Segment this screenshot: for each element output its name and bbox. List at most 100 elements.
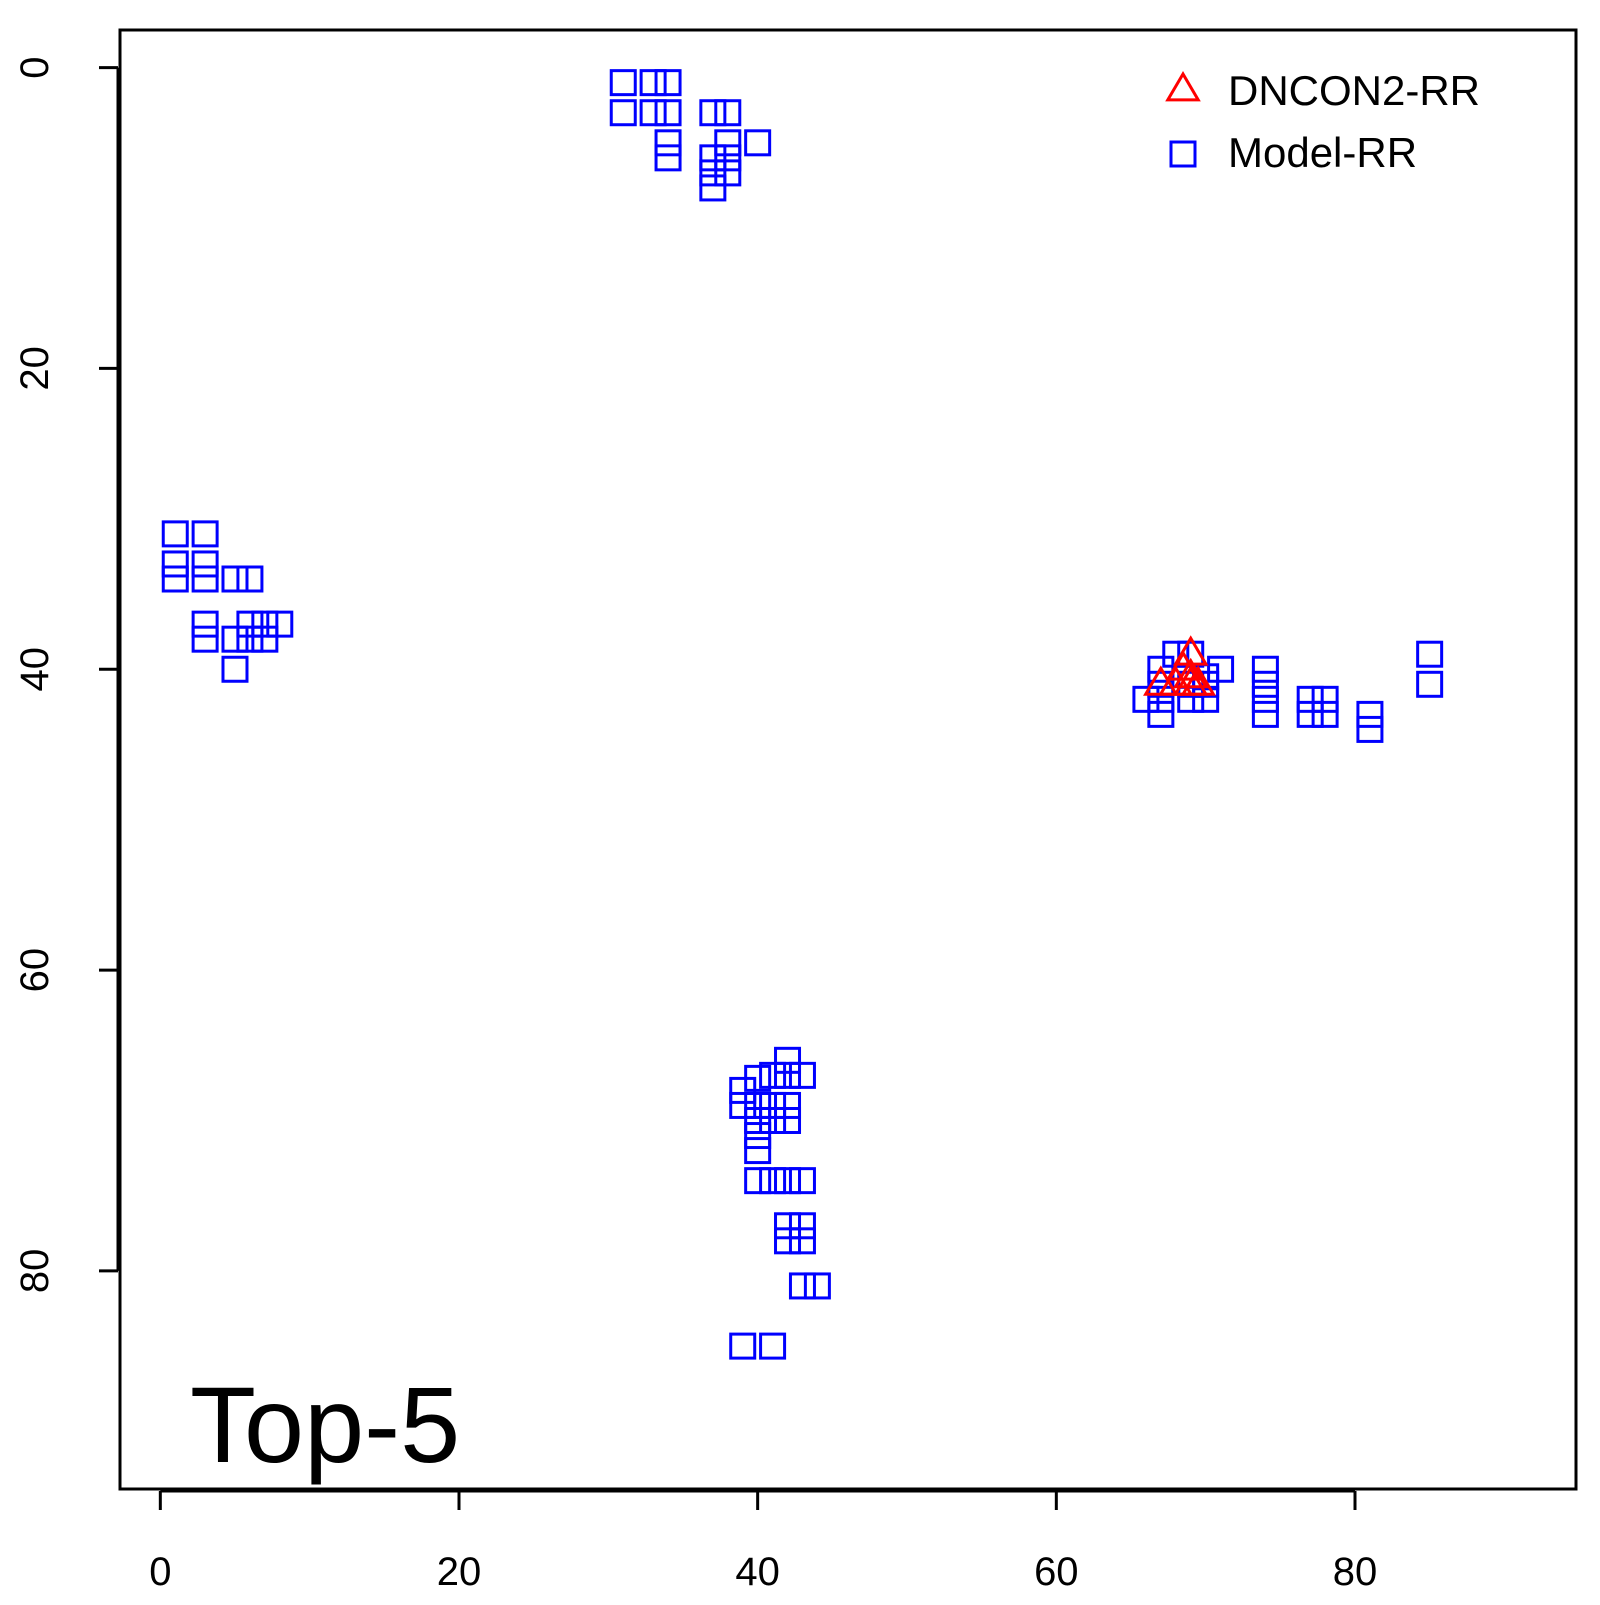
square-point [788, 1212, 816, 1240]
square-point [744, 1167, 772, 1195]
square-point [759, 1091, 787, 1119]
square-point [744, 1091, 772, 1119]
square-point [729, 1076, 757, 1104]
square-point [236, 610, 264, 638]
square-point [1296, 700, 1324, 728]
square-point [759, 1332, 787, 1360]
x-tick-label: 20 [437, 1550, 482, 1594]
square-point [759, 1061, 787, 1089]
series-dncon2-rr [1143, 635, 1217, 696]
square-point [236, 625, 264, 653]
square-point [1207, 655, 1235, 683]
square-point [714, 144, 742, 172]
square-point [221, 565, 249, 593]
square-point [1416, 670, 1444, 698]
y-tick-label: 0 [13, 56, 57, 78]
square-point [774, 1061, 802, 1089]
legend-item: Model-RR [1169, 129, 1417, 176]
square-point [744, 129, 772, 157]
square-point [803, 1272, 831, 1300]
square-point [161, 565, 189, 593]
x-axis: 0 20 40 60 80 [149, 1489, 1378, 1594]
square-point [729, 1332, 757, 1360]
square-point [774, 1106, 802, 1134]
square-point [1251, 700, 1279, 728]
square-point [774, 1227, 802, 1255]
square-point [654, 129, 682, 157]
square-point [699, 99, 727, 127]
square-point [266, 610, 294, 638]
square-point [774, 1046, 802, 1074]
x-tick-label: 60 [1034, 1550, 1079, 1594]
square-point [744, 1137, 772, 1165]
square-point [788, 1061, 816, 1089]
square-point [654, 69, 682, 97]
triangle-point [1172, 635, 1209, 666]
square-point [714, 129, 742, 157]
square-point [191, 625, 219, 653]
square-point [1251, 685, 1279, 713]
square-point [251, 625, 279, 653]
square-point [774, 1212, 802, 1240]
square-point [714, 159, 742, 187]
square-point [744, 1122, 772, 1150]
y-tick-label: 40 [13, 647, 57, 692]
legend: DNCON2-RR Model-RR [1165, 67, 1480, 176]
square-point [654, 99, 682, 127]
square-point [1147, 670, 1175, 698]
triangle-point [1172, 665, 1209, 696]
square-point [699, 144, 727, 172]
square-point [1251, 655, 1279, 683]
square-point [788, 1167, 816, 1195]
triangle-point [1172, 657, 1209, 689]
square-point [191, 550, 219, 578]
square-point [236, 565, 264, 593]
legend-item: DNCON2-RR [1165, 67, 1480, 114]
square-point [1147, 685, 1175, 713]
square-point [759, 1167, 787, 1195]
x-tick-label: 80 [1333, 1550, 1378, 1594]
marks-layer [161, 69, 1444, 1360]
square-point [221, 625, 249, 653]
square-point [1177, 670, 1205, 698]
square-point [639, 99, 667, 127]
square-point [639, 69, 667, 97]
square-point [774, 1091, 802, 1119]
square-point [161, 550, 189, 578]
square-point [609, 99, 637, 127]
y-axis: 0 20 40 60 80 [13, 56, 120, 1294]
plot-frame [118, 28, 1578, 1491]
square-point [729, 1091, 757, 1119]
square-point [714, 99, 742, 127]
legend-square-marker [1169, 140, 1197, 168]
square-point [1132, 685, 1160, 713]
square-point [191, 520, 219, 548]
square-point [774, 1167, 802, 1195]
y-tick-label: 20 [13, 346, 57, 391]
square-point [161, 520, 189, 548]
square-point [191, 610, 219, 638]
square-point [191, 565, 219, 593]
square-point [1251, 670, 1279, 698]
square-point [699, 174, 727, 202]
square-point [609, 69, 637, 97]
square-point [251, 610, 279, 638]
square-point [759, 1106, 787, 1134]
square-point [1311, 700, 1339, 728]
y-tick-label: 60 [13, 948, 57, 993]
square-point [221, 655, 249, 683]
square-point [1311, 685, 1339, 713]
square-point [1296, 685, 1324, 713]
y-tick-label: 80 [13, 1249, 57, 1294]
square-point [788, 1272, 816, 1300]
square-point [654, 144, 682, 172]
square-point [1356, 700, 1384, 728]
legend-label: Model-RR [1228, 129, 1417, 176]
square-point [744, 1106, 772, 1134]
panel-label: Top-5 [190, 1364, 460, 1485]
x-tick-label: 40 [735, 1550, 780, 1594]
square-point [699, 159, 727, 187]
